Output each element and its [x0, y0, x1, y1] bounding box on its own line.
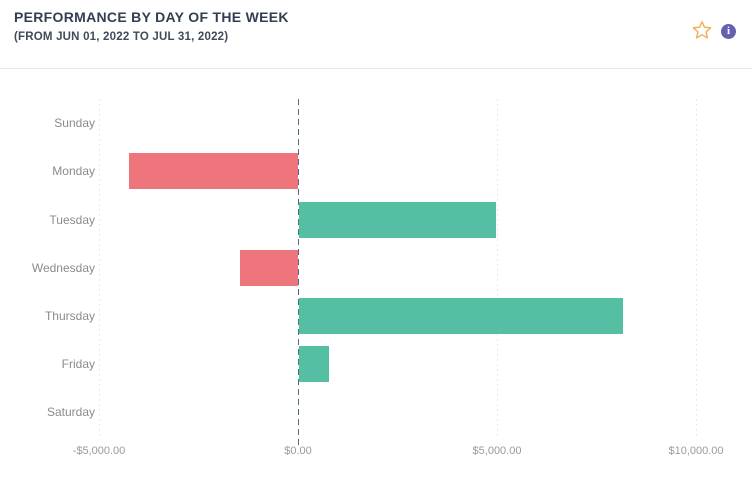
info-icon: i: [721, 24, 736, 39]
bar-wednesday[interactable]: [240, 249, 298, 286]
date-range-subtitle: (FROM JUN 01, 2022 TO JUL 31, 2022): [14, 31, 229, 43]
header-divider: [0, 68, 752, 69]
gridline: [99, 99, 100, 437]
header-actions: i: [692, 20, 736, 43]
bar-tuesday[interactable]: [299, 201, 496, 238]
widget-header: PERFORMANCE BY DAY OF THE WEEK (FROM JUN…: [0, 0, 752, 68]
x-tick-label: $0.00: [284, 445, 312, 457]
bar-thursday[interactable]: [299, 297, 624, 334]
x-tick-label: $5,000.00: [472, 445, 522, 457]
bar-friday[interactable]: [299, 346, 329, 383]
y-axis-label: Sunday: [54, 116, 95, 131]
y-axis-label: Friday: [61, 357, 95, 372]
page-title: PERFORMANCE BY DAY OF THE WEEK: [14, 9, 289, 25]
bar-monday[interactable]: [128, 153, 298, 190]
y-axis-label: Wednesday: [31, 260, 95, 275]
x-tick-label: -$5,000.00: [72, 445, 126, 457]
gridline: [497, 99, 498, 437]
star-icon: [692, 20, 712, 43]
info-button[interactable]: i: [721, 24, 736, 39]
y-axis-label: Saturday: [46, 405, 95, 420]
gridline: [696, 99, 697, 437]
favorite-button[interactable]: [692, 20, 712, 43]
y-axis-label: Thursday: [44, 308, 95, 323]
performance-bar-chart: -$5,000.00 $0.00 $5,000.00 $10,000.00 Sunday…: [0, 68, 752, 488]
y-axis-label: Monday: [52, 164, 95, 179]
y-axis-label: Tuesday: [49, 212, 95, 227]
x-tick-label: $10,000.00: [668, 445, 724, 457]
zero-axis-line: [298, 99, 299, 448]
